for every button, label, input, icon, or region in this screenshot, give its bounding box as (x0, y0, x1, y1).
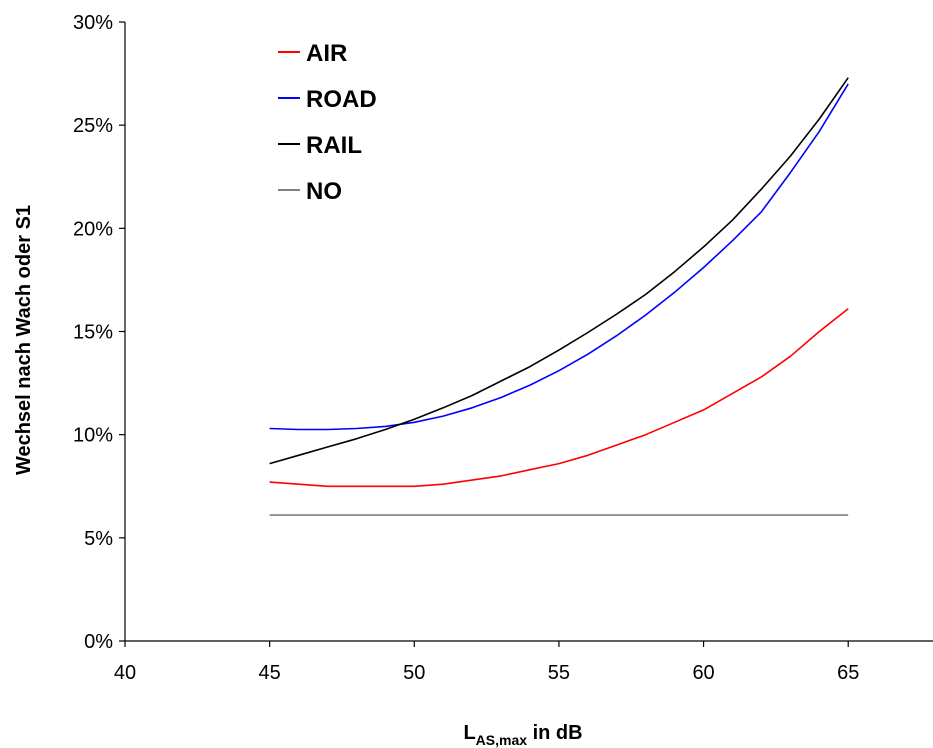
axes (124, 22, 933, 642)
x-tick-label: 60 (692, 662, 714, 684)
legend-label-air: AIR (306, 40, 347, 67)
y-tick-label: 20% (73, 218, 113, 240)
y-axis-title: Wechsel nach Wach oder S1 (13, 205, 35, 475)
legend-label-road: ROAD (306, 86, 377, 113)
y-tick-label: 15% (73, 322, 113, 344)
x-axis-title: LAS,max in dB (463, 722, 582, 748)
legend: AIR ROAD RAIL NO (278, 40, 377, 205)
x-tick-label: 55 (548, 662, 570, 684)
x-tick-label: 45 (259, 662, 281, 684)
legend-label-no: NO (306, 178, 342, 205)
series-line-rail (269, 77, 849, 465)
y-tick-label: 5% (84, 528, 113, 550)
y-tick-label: 30% (73, 12, 113, 34)
x-tick-label: 65 (837, 662, 859, 684)
y-tick-label: 10% (73, 425, 113, 447)
x-axis-title-main: L (463, 722, 475, 744)
x-tick-label: 40 (114, 662, 136, 684)
y-tick-label: 25% (73, 115, 113, 137)
series-lines (269, 77, 849, 516)
series-line-road (269, 83, 849, 431)
y-tick-label: 0% (84, 631, 113, 653)
x-tick-label: 50 (403, 662, 425, 684)
series-line-air (269, 308, 849, 488)
x-axis-title-suffix: in dB (527, 722, 583, 744)
y-ticks: 0% 5% 10% 15% 20% 25% 30% (73, 12, 125, 653)
legend-label-rail: RAIL (306, 132, 362, 159)
x-axis-title-subscript: AS,max (476, 732, 528, 748)
x-ticks: 40 45 50 55 60 65 (114, 641, 859, 684)
